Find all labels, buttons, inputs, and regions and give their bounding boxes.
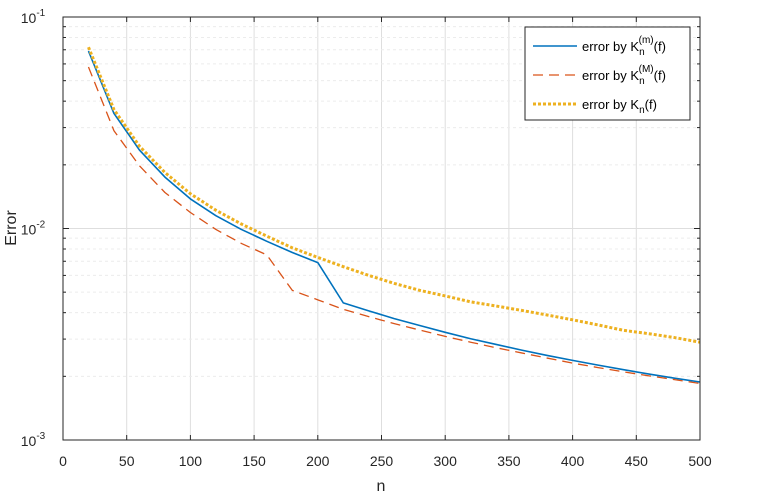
legend: error by Kn(m)(f)error by Kn(M)(f)error …	[524, 26, 691, 121]
x-tick-label: 0	[59, 453, 67, 469]
y-tick-label: 10-3	[21, 431, 46, 449]
x-axis-label: n	[377, 478, 386, 495]
y-tick-label: 10-2	[21, 220, 46, 238]
y-tick-label: 10-1	[21, 8, 46, 26]
series-group	[87, 46, 701, 385]
y-axis-label: Error	[3, 210, 20, 246]
x-tick-label: 300	[434, 453, 458, 469]
x-tick-label: 50	[119, 453, 135, 469]
x-tick-label: 400	[561, 453, 585, 469]
x-tick-label: 200	[306, 453, 330, 469]
series-line-2	[87, 66, 701, 385]
legend-entry-3: error by Kn(f)	[582, 97, 657, 116]
legend-box	[524, 26, 691, 121]
x-tick-label: 450	[625, 453, 649, 469]
x-tick-label: 100	[179, 453, 203, 469]
series-line-1	[87, 50, 701, 383]
x-tick-label: 150	[242, 453, 266, 469]
x-tick-label: 500	[688, 453, 712, 469]
series-line-3	[87, 46, 701, 344]
x-tick-label: 350	[497, 453, 521, 469]
ticks: 0 50 100 150 200 250 300 350 400 450 500 10-3 10-2 10…	[21, 8, 712, 469]
x-tick-label: 250	[370, 453, 394, 469]
